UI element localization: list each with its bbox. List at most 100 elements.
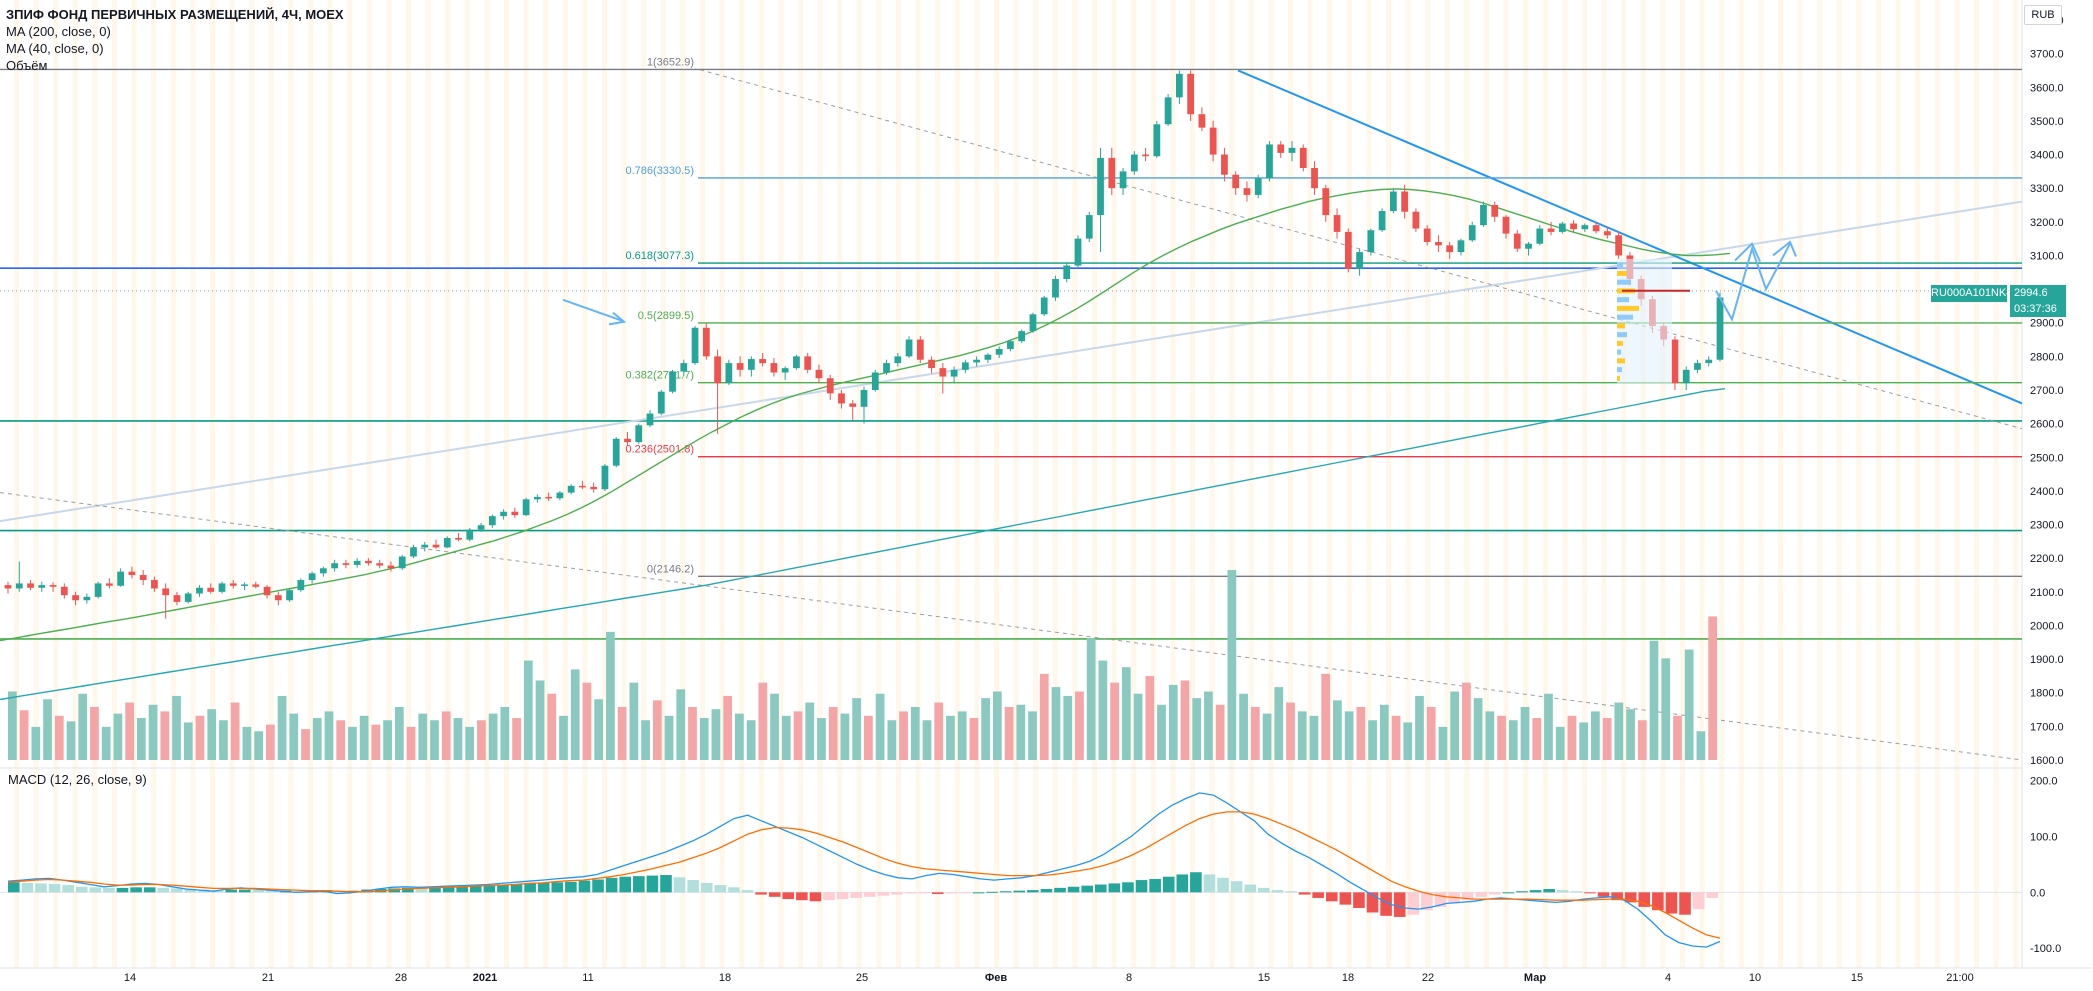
volume-bar xyxy=(770,693,779,760)
symbol-title[interactable]: ЗПИФ ФОНД ПЕРВИЧНЫХ РАЗМЕЩЕНИЙ, 4Ч, MOEX xyxy=(6,7,344,22)
volume-bar xyxy=(1673,715,1682,760)
candle-body xyxy=(579,485,586,488)
volume-bar xyxy=(688,706,697,760)
candle-body xyxy=(207,587,215,592)
candle-body xyxy=(1558,223,1566,232)
volume-bar xyxy=(606,631,615,760)
time-axis[interactable]: 14 21 28 2021 11 18 25 Фев 8 15 18 22 Мар 4 10 15 21:00 xyxy=(124,972,1974,984)
candle-body xyxy=(1367,230,1375,253)
candle-body xyxy=(387,565,395,569)
volume-bar xyxy=(441,711,451,760)
session-stripe xyxy=(1640,0,1646,968)
time-tick-label: 21:00 xyxy=(1946,972,1974,984)
candle-body xyxy=(849,403,857,407)
session-stripe xyxy=(876,0,882,968)
price-axis[interactable]: 3800.03700.03600.03500.03400.03300.03200… xyxy=(2030,15,2064,955)
volume-bar xyxy=(1684,649,1694,760)
volume-bar xyxy=(1121,667,1131,760)
candle-body xyxy=(49,585,57,587)
macd-histogram-bar xyxy=(565,881,577,893)
macd-histogram-bar xyxy=(456,886,468,893)
session-stripe xyxy=(308,0,313,968)
volume-legend[interactable]: Объём xyxy=(6,58,48,73)
volume-bar xyxy=(66,721,76,760)
volume-bar xyxy=(594,699,604,760)
candle-body xyxy=(635,425,643,443)
ma200-legend[interactable]: MA (200, close, 0) xyxy=(6,24,111,39)
candle-body xyxy=(793,356,800,369)
macd-histogram-bar xyxy=(673,877,686,893)
macd-histogram-bar xyxy=(1285,891,1297,893)
candle-body xyxy=(196,587,203,594)
macd-histogram-bar xyxy=(1502,892,1515,894)
volume-bar xyxy=(1168,684,1178,760)
candle-body xyxy=(590,486,598,490)
session-stripe xyxy=(1209,0,1215,968)
session-stripe xyxy=(1366,0,1372,968)
macd-histogram-bar xyxy=(1203,874,1216,893)
candle-body xyxy=(241,584,248,586)
macd-line xyxy=(7,792,1721,948)
uptrend-channel-line xyxy=(0,200,2023,523)
candle-body xyxy=(488,516,496,526)
macd-histogram-bar xyxy=(1434,892,1447,907)
volume-bar xyxy=(746,720,756,760)
candle-body xyxy=(1423,228,1431,242)
volume-bar xyxy=(1520,706,1530,760)
volume-bar xyxy=(1297,711,1307,760)
pointer-arrow xyxy=(562,298,624,322)
price-tick-label: 3500.0 xyxy=(2030,116,2064,128)
candle-body xyxy=(601,465,609,490)
session-stripe xyxy=(53,0,59,968)
session-stripe xyxy=(1503,0,1509,968)
session-stripe xyxy=(1072,0,1078,968)
session-stripe xyxy=(386,0,392,968)
volume-bar xyxy=(1192,698,1202,760)
time-tick-label: 21 xyxy=(262,972,274,984)
candle-body xyxy=(342,563,350,565)
session-stripe xyxy=(1660,0,1666,968)
price-tick-label: 3300.0 xyxy=(2030,183,2064,195)
price-tick-label: 2200.0 xyxy=(2030,553,2064,565)
macd-histogram-bar xyxy=(741,890,754,893)
volume-bar xyxy=(1321,673,1331,760)
candle-body xyxy=(1513,233,1521,249)
session-stripe xyxy=(92,0,98,968)
volume-bar xyxy=(512,718,521,760)
macd-legend[interactable]: MACD (12, 26, close, 9) xyxy=(8,772,147,787)
macd-histogram-bar xyxy=(959,892,971,894)
volume-bar xyxy=(1544,693,1553,760)
macd-histogram-bar xyxy=(75,886,88,893)
candle-body xyxy=(1446,245,1454,253)
candle-body xyxy=(556,492,564,499)
candle-body xyxy=(1356,252,1363,269)
macd-histogram-bar xyxy=(21,882,34,893)
volume-bar xyxy=(1426,706,1436,760)
volume-profile-bar xyxy=(1617,375,1620,381)
volume-bar xyxy=(1204,691,1213,760)
ma40-legend[interactable]: MA (40, close, 0) xyxy=(6,41,104,56)
macd-tick-label: -100.0 xyxy=(2030,943,2061,955)
price-tick-label: 3400.0 xyxy=(2030,150,2064,162)
candle-body xyxy=(1097,157,1104,216)
macd-histogram-bar xyxy=(904,892,917,894)
volume-bar xyxy=(582,682,592,760)
macd-histogram-bar xyxy=(1475,892,1488,897)
candle-body xyxy=(421,544,429,548)
time-tick-label: 18 xyxy=(1342,972,1354,984)
candle-body xyxy=(1074,238,1082,266)
price-tick-label: 2900.0 xyxy=(2030,318,2064,330)
volume-bar xyxy=(910,706,920,760)
candle-body xyxy=(511,511,519,516)
macd-histogram-bar xyxy=(782,892,795,900)
volume-bar xyxy=(1227,570,1237,760)
volume-bar xyxy=(1508,720,1518,760)
candle-body xyxy=(1198,114,1206,128)
volume-bar xyxy=(664,715,674,760)
candle-body xyxy=(1040,297,1048,315)
macd-histogram-bar xyxy=(823,892,835,901)
candle-body xyxy=(376,563,384,566)
candle-body xyxy=(263,586,271,596)
volume-bar xyxy=(1567,715,1577,760)
